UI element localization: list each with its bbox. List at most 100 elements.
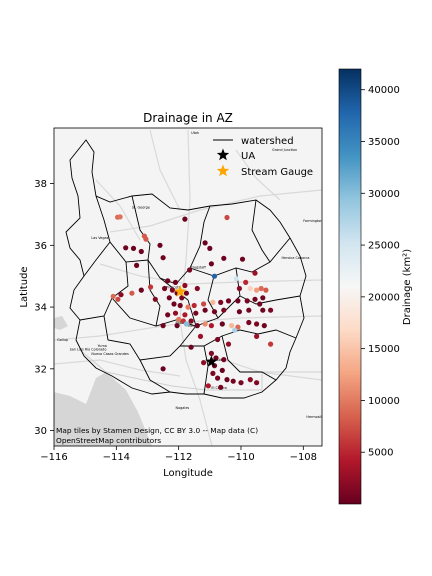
drainage-point-87[interactable] xyxy=(197,333,204,339)
drainage-point-92[interactable] xyxy=(213,355,219,361)
drainage-point-27[interactable] xyxy=(138,287,144,293)
drainage-point-4[interactable] xyxy=(182,216,188,222)
drainage-point-105[interactable] xyxy=(160,366,166,372)
drainage-point-51[interactable] xyxy=(260,295,266,301)
drainage-point-10[interactable] xyxy=(207,245,213,251)
drainage-point-18[interactable] xyxy=(233,276,239,282)
drainage-point-94[interactable] xyxy=(201,360,207,366)
drainage-point-40[interactable] xyxy=(177,302,183,309)
drainage-point-101[interactable] xyxy=(238,380,244,386)
drainage-point-6[interactable] xyxy=(123,245,129,251)
drainage-point-61[interactable] xyxy=(236,309,242,315)
drainage-point-3[interactable] xyxy=(143,236,149,242)
drainage-point-44[interactable] xyxy=(210,299,216,305)
drainage-point-13[interactable] xyxy=(134,262,140,268)
drainage-point-43[interactable] xyxy=(201,301,207,307)
drainage-point-55[interactable] xyxy=(247,285,253,292)
drainage-point-59[interactable] xyxy=(268,307,274,313)
drainage-point-73[interactable] xyxy=(174,323,180,329)
drainage-point-82[interactable] xyxy=(246,319,252,326)
drainage-point-7[interactable] xyxy=(130,245,137,251)
drainage-point-30[interactable] xyxy=(110,293,116,299)
drainage-point-14[interactable] xyxy=(208,261,214,267)
drainage-point-88[interactable] xyxy=(215,336,221,343)
drainage-point-66[interactable] xyxy=(182,312,188,318)
drainage-point-100[interactable] xyxy=(230,378,236,384)
drainage-point-17[interactable] xyxy=(227,275,233,281)
drainage-point-46[interactable] xyxy=(225,298,232,304)
drainage-point-22[interactable] xyxy=(165,278,171,284)
drainage-point-33[interactable] xyxy=(169,287,175,293)
drainage-point-63[interactable] xyxy=(211,309,218,315)
drainage-point-25[interactable] xyxy=(194,285,200,292)
drainage-point-28[interactable] xyxy=(129,290,135,296)
drainage-point-98[interactable] xyxy=(215,375,221,381)
drainage-point-26[interactable] xyxy=(148,284,154,290)
drainage-point-57[interactable] xyxy=(243,279,249,285)
drainage-point-77[interactable] xyxy=(208,323,214,329)
drainage-point-48[interactable] xyxy=(244,298,250,304)
drainage-point-50[interactable] xyxy=(257,301,263,307)
drainage-point-32[interactable] xyxy=(162,285,168,292)
drainage-point-19[interactable] xyxy=(211,273,218,279)
drainage-point-97[interactable] xyxy=(210,370,216,376)
drainage-point-60[interactable] xyxy=(246,307,252,313)
drainage-point-31[interactable] xyxy=(115,296,121,302)
drainage-point-56[interactable] xyxy=(236,285,242,292)
stream-gauge-star-marker[interactable] xyxy=(174,285,187,297)
drainage-point-78[interactable] xyxy=(219,321,225,327)
drainage-point-1[interactable] xyxy=(117,214,123,220)
drainage-point-58[interactable] xyxy=(260,307,266,313)
drainage-point-49[interactable] xyxy=(252,296,258,302)
drainage-point-9[interactable] xyxy=(202,240,208,246)
drainage-point-86[interactable] xyxy=(254,333,260,339)
drainage-point-16[interactable] xyxy=(239,256,246,262)
drainage-point-62[interactable] xyxy=(221,307,227,313)
drainage-point-85[interactable] xyxy=(268,341,274,347)
drainage-point-67[interactable] xyxy=(172,310,179,316)
drainage-point-76[interactable] xyxy=(202,321,208,327)
drainage-point-15[interactable] xyxy=(221,255,227,261)
drainage-point-71[interactable] xyxy=(188,318,194,324)
drainage-point-102[interactable] xyxy=(247,377,253,383)
drainage-point-90[interactable] xyxy=(188,344,194,350)
drainage-point-47[interactable] xyxy=(235,298,241,304)
drainage-point-11[interactable] xyxy=(138,248,144,255)
drainage-point-54[interactable] xyxy=(254,287,260,293)
drainage-point-96[interactable] xyxy=(219,367,225,373)
drainage-point-72[interactable] xyxy=(183,321,189,327)
drainage-point-75[interactable] xyxy=(194,323,200,329)
drainage-point-41[interactable] xyxy=(185,304,191,310)
drainage-point-83[interactable] xyxy=(254,321,260,327)
drainage-point-74[interactable] xyxy=(160,323,166,329)
drainage-point-52[interactable] xyxy=(263,287,269,293)
drainage-point-104[interactable] xyxy=(205,383,211,389)
drainage-point-99[interactable] xyxy=(224,377,230,383)
drainage-point-64[interactable] xyxy=(202,307,208,313)
drainage-point-12[interactable] xyxy=(160,255,166,261)
drainage-point-81[interactable] xyxy=(232,327,238,333)
drainage-point-103[interactable] xyxy=(254,380,260,386)
drainage-point-84[interactable] xyxy=(261,323,267,329)
drainage-point-79[interactable] xyxy=(229,323,235,329)
drainage-point-24[interactable] xyxy=(182,282,188,289)
drainage-point-42[interactable] xyxy=(191,302,197,309)
drainage-point-68[interactable] xyxy=(165,312,171,318)
drainage-point-23[interactable] xyxy=(172,279,179,285)
drainage-point-93[interactable] xyxy=(221,357,227,363)
drainage-point-89[interactable] xyxy=(225,341,232,347)
drainage-point-37[interactable] xyxy=(166,295,172,301)
drainage-point-53[interactable] xyxy=(258,285,264,292)
ua-star-marker[interactable] xyxy=(205,355,218,367)
drainage-point-39[interactable] xyxy=(171,301,177,307)
drainage-point-29[interactable] xyxy=(118,292,124,298)
drainage-point-5[interactable] xyxy=(224,214,230,221)
drainage-point-45[interactable] xyxy=(218,299,224,305)
drainage-point-106[interactable] xyxy=(218,384,224,390)
drainage-point-35[interactable] xyxy=(183,290,189,296)
drainage-point-8[interactable] xyxy=(157,242,163,248)
drainage-point-91[interactable] xyxy=(208,350,214,356)
drainage-point-69[interactable] xyxy=(176,316,182,322)
drainage-point-21[interactable] xyxy=(187,267,193,273)
drainage-point-80[interactable] xyxy=(235,324,241,330)
